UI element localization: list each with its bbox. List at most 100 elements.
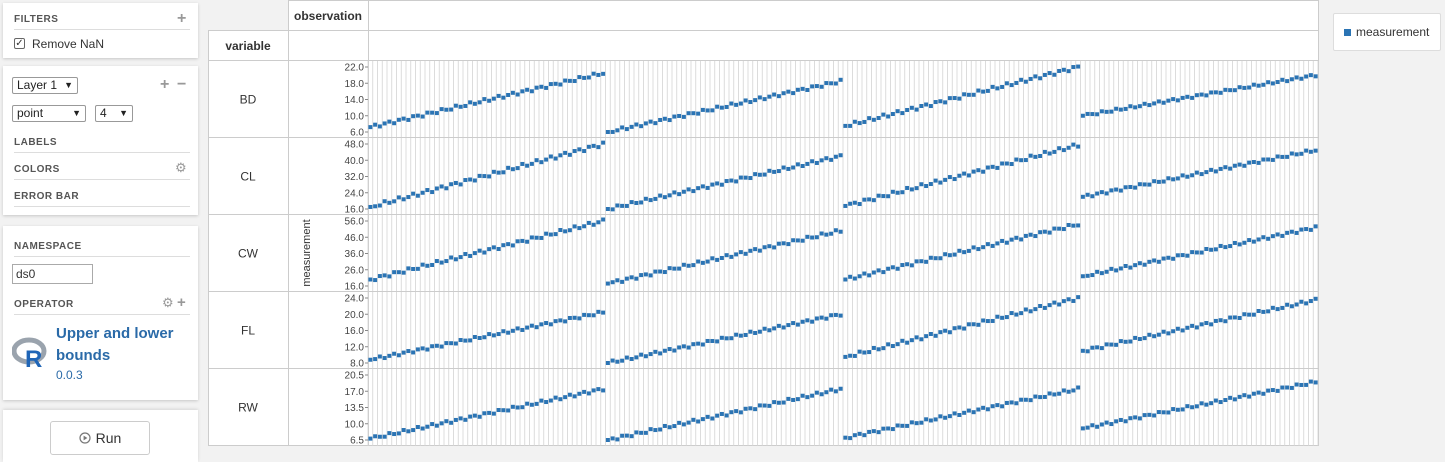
data-point xyxy=(572,394,577,399)
row-label-rw: RW xyxy=(238,401,258,415)
data-point xyxy=(482,250,487,255)
data-point xyxy=(501,243,506,248)
data-point xyxy=(886,426,891,431)
data-point xyxy=(734,409,739,414)
data-point xyxy=(753,247,758,252)
data-point xyxy=(596,220,601,225)
data-point xyxy=(848,274,853,279)
data-point xyxy=(957,413,962,418)
operator-name[interactable]: Upper and lower bounds xyxy=(56,325,174,364)
size-select[interactable]: 4 ▼ xyxy=(95,105,133,122)
data-point xyxy=(962,250,967,255)
data-point xyxy=(962,92,967,97)
data-point xyxy=(563,78,568,83)
data-point xyxy=(577,391,582,396)
data-point xyxy=(848,201,853,206)
data-point xyxy=(615,203,620,208)
data-point xyxy=(430,422,435,427)
data-point xyxy=(643,272,648,277)
data-point xyxy=(544,85,549,90)
data-point xyxy=(1066,69,1071,74)
data-point xyxy=(762,97,767,102)
colors-gear-icon[interactable]: ⚙ xyxy=(175,160,187,175)
remove-nan-checkbox[interactable]: ✓ xyxy=(14,38,25,49)
data-point xyxy=(477,335,482,340)
data-point xyxy=(1137,104,1142,109)
add-filter-icon[interactable]: + xyxy=(177,10,187,27)
data-point xyxy=(425,188,430,193)
data-point xyxy=(1161,179,1166,184)
namespace-input[interactable]: ds0 xyxy=(12,264,93,284)
data-point xyxy=(1232,240,1237,245)
layer-panel: Layer 1 ▼ + − point ▼ 4 ▼ LABELS COLORS ⚙ E… xyxy=(3,66,198,215)
data-point xyxy=(905,340,910,345)
data-point xyxy=(1099,422,1104,427)
data-point xyxy=(472,251,477,256)
run-button[interactable]: Run xyxy=(50,421,150,455)
data-point xyxy=(995,403,1000,408)
data-point xyxy=(1180,328,1185,333)
data-point xyxy=(406,349,411,354)
data-point xyxy=(558,397,563,402)
labels-section-title[interactable]: LABELS xyxy=(14,137,190,153)
data-point xyxy=(553,395,558,400)
data-point xyxy=(753,172,758,177)
data-point xyxy=(1237,242,1242,247)
data-point xyxy=(881,270,886,275)
data-point xyxy=(791,397,796,402)
data-point xyxy=(1275,388,1280,393)
colors-section-title[interactable]: COLORS xyxy=(14,164,190,180)
data-point xyxy=(529,402,534,407)
data-point xyxy=(1166,98,1171,103)
remove-layer-icon[interactable]: − xyxy=(177,76,187,93)
data-point xyxy=(833,81,838,86)
data-point xyxy=(1099,346,1104,351)
data-point xyxy=(434,259,439,264)
data-point xyxy=(515,239,520,244)
data-point xyxy=(539,84,544,89)
data-point xyxy=(1223,319,1228,324)
data-point xyxy=(667,425,672,430)
data-point xyxy=(947,330,952,335)
data-point xyxy=(862,350,867,355)
data-point xyxy=(449,255,454,260)
errorbar-section-title[interactable]: ERROR BAR xyxy=(14,191,190,207)
data-point xyxy=(396,353,401,358)
geom-select-value: point xyxy=(17,106,44,120)
data-point xyxy=(1308,379,1313,384)
data-point xyxy=(1161,410,1166,415)
data-point xyxy=(1057,391,1062,396)
data-point xyxy=(715,339,720,344)
data-point xyxy=(596,309,601,314)
data-point xyxy=(1209,322,1214,327)
data-point xyxy=(1313,74,1318,79)
data-point xyxy=(1128,104,1133,109)
geom-select[interactable]: point ▼ xyxy=(12,105,86,122)
operator-gear-icon[interactable]: ⚙ xyxy=(162,295,174,310)
data-point xyxy=(520,327,525,332)
add-operator-icon[interactable]: + xyxy=(177,294,186,311)
data-point xyxy=(1256,160,1261,165)
data-point xyxy=(1209,90,1214,95)
data-point xyxy=(406,429,411,434)
data-point xyxy=(577,226,582,231)
data-point xyxy=(615,437,620,442)
data-point xyxy=(373,204,378,209)
data-point xyxy=(377,124,382,129)
add-layer-icon[interactable]: + xyxy=(160,76,170,93)
data-point xyxy=(710,182,715,187)
data-point xyxy=(957,96,962,101)
layer-select[interactable]: Layer 1 ▼ xyxy=(12,77,78,94)
data-point xyxy=(1118,339,1123,344)
data-point xyxy=(1218,166,1223,171)
data-point xyxy=(990,243,995,248)
data-point xyxy=(453,180,458,185)
data-point xyxy=(767,403,772,408)
data-point xyxy=(748,406,753,411)
data-point xyxy=(1133,415,1138,420)
data-point xyxy=(558,318,563,323)
data-point xyxy=(1237,315,1242,320)
data-point xyxy=(382,199,387,204)
data-point xyxy=(629,434,634,439)
data-point xyxy=(966,173,971,178)
